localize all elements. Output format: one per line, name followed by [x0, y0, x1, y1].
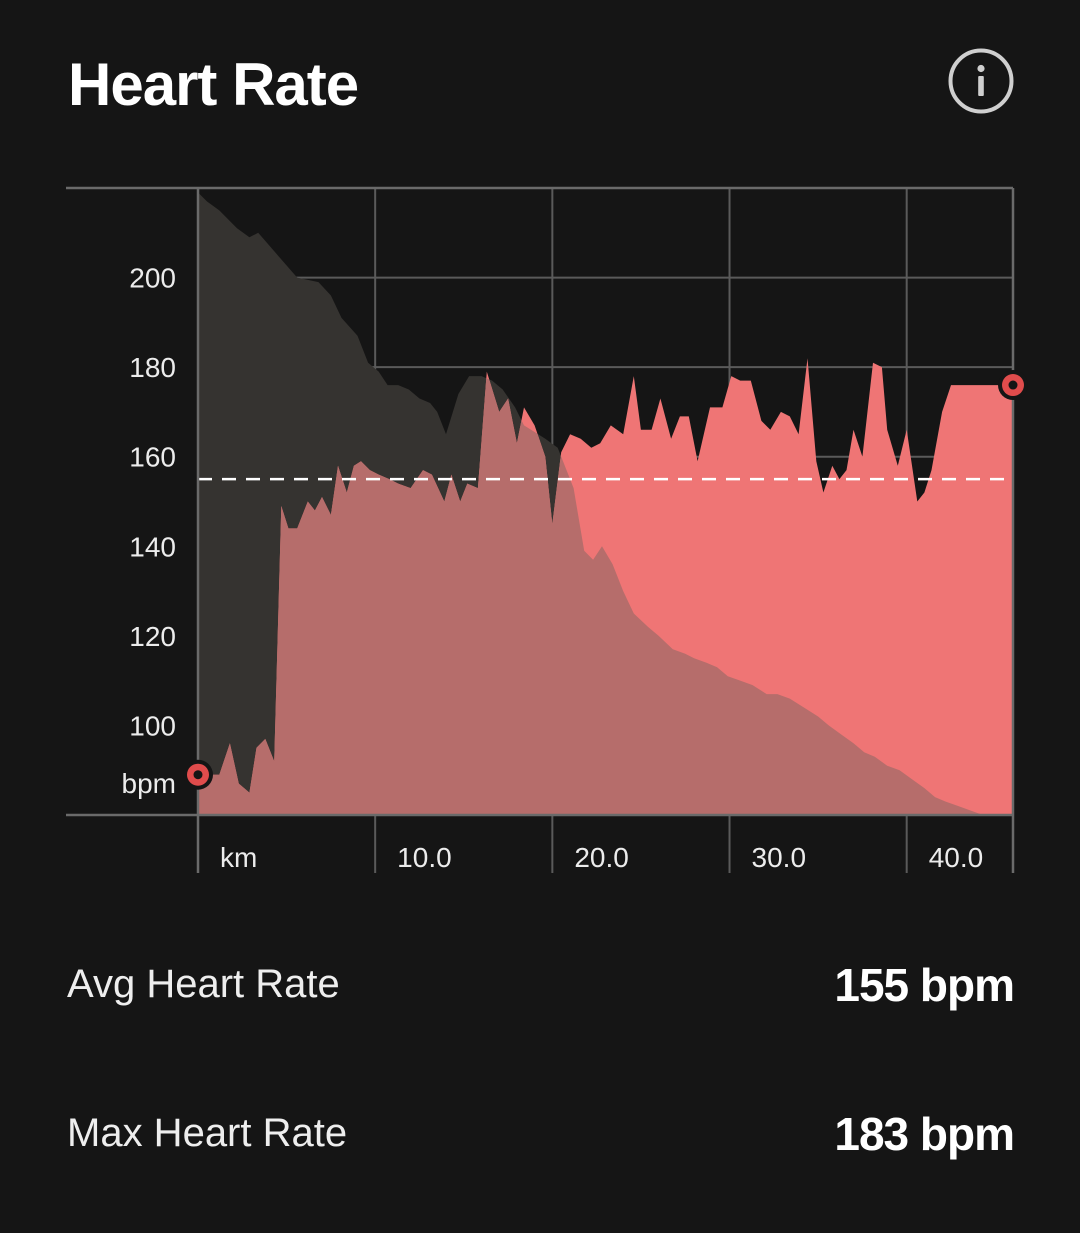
end-marker: [998, 370, 1028, 401]
page-title: Heart Rate: [68, 51, 359, 118]
axis-labels: bpm km 100 120 140 160 180 200 10.0 20.0 30.0 40.…: [122, 263, 984, 873]
y-tick-label: 180: [129, 352, 176, 383]
x-tick-label: 40.0: [929, 842, 984, 873]
avg-heart-rate-label: Avg Heart Rate: [67, 962, 340, 1006]
info-icon: [948, 48, 1014, 114]
y-tick-label: 140: [129, 531, 176, 562]
chart-frame: [66, 186, 1015, 873]
chart-markers: [183, 370, 1028, 790]
y-tick-label: 200: [129, 263, 176, 294]
y-tick-label: 100: [129, 710, 176, 741]
max-heart-rate-label: Max Heart Rate: [67, 1111, 348, 1155]
y-axis-unit-label: bpm: [122, 768, 176, 799]
x-tick-label: 20.0: [574, 842, 629, 873]
x-tick-label: 30.0: [752, 842, 807, 873]
heart-rate-chart: bpm km 100 120 140 160 180 200 10.0 20.0 30.0 40.…: [66, 186, 1028, 873]
x-tick-label: 10.0: [397, 842, 452, 873]
start-marker: [183, 759, 213, 790]
max-heart-rate-value: 183 bpm: [834, 1108, 1015, 1160]
y-tick-label: 160: [129, 442, 176, 473]
x-axis-unit-label: km: [220, 842, 257, 873]
y-tick-label: 120: [129, 621, 176, 652]
avg-heart-rate-value: 155 bpm: [834, 959, 1015, 1011]
info-button[interactable]: [948, 48, 1014, 114]
